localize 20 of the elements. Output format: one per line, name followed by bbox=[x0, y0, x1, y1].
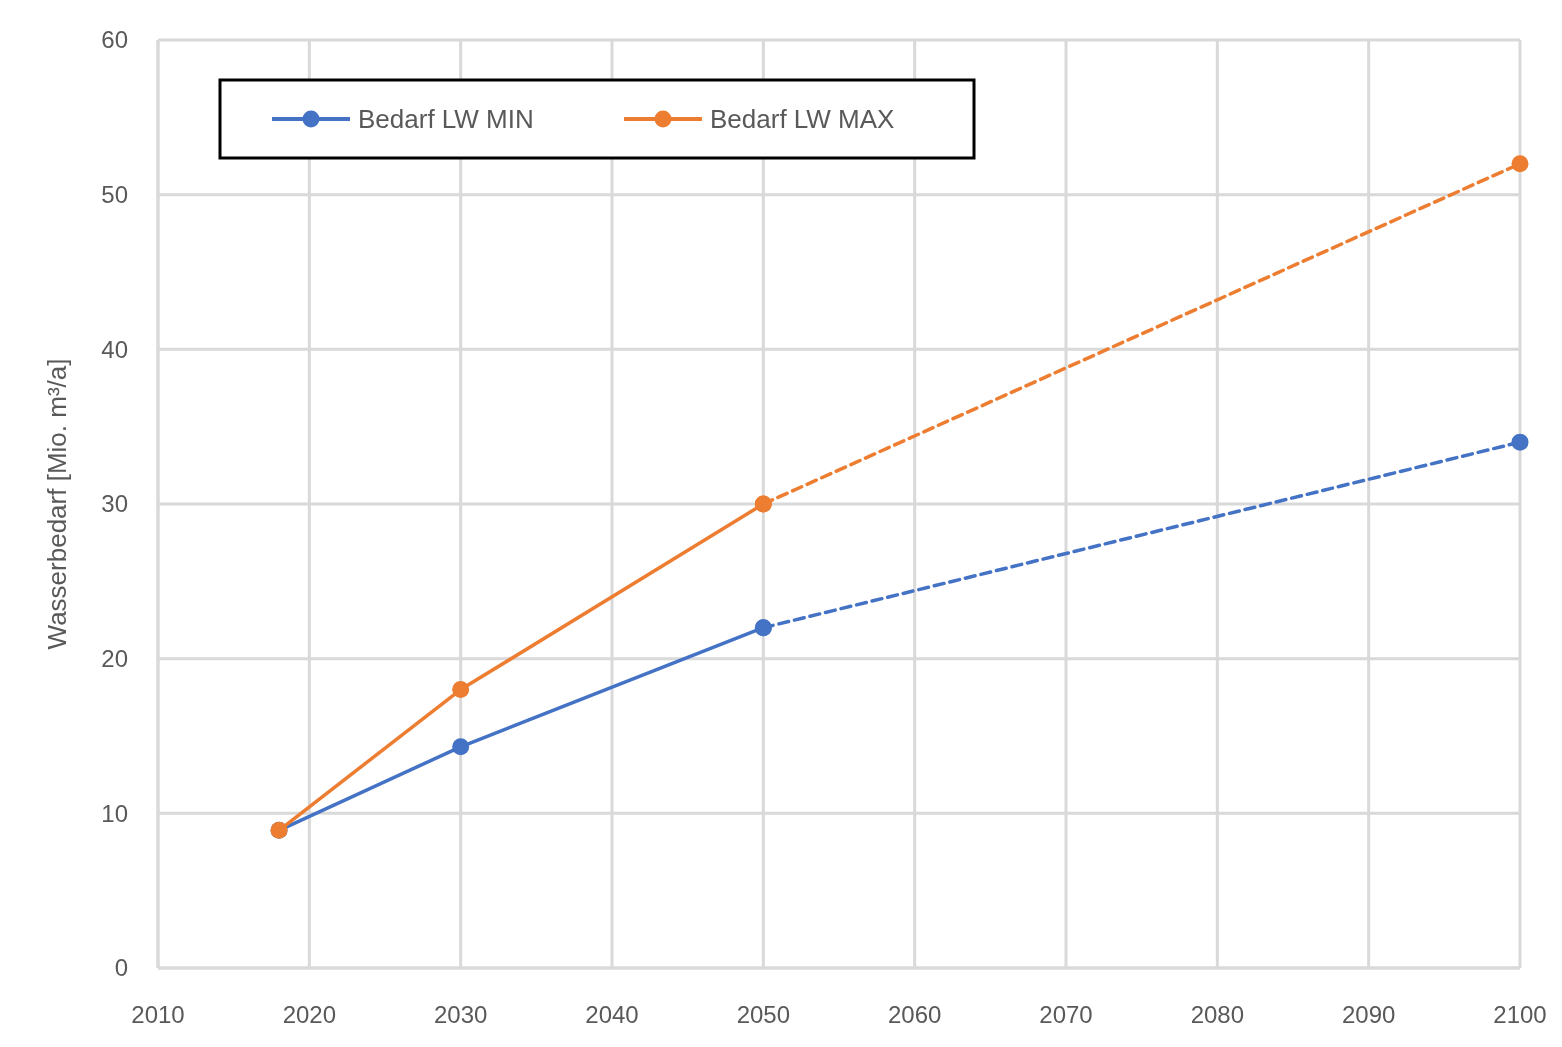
x-tick-label: 2050 bbox=[736, 1001, 791, 1028]
y-tick-label: 20 bbox=[101, 645, 128, 673]
x-tick-label: 2030 bbox=[433, 1001, 488, 1028]
y-tick-label: 40 bbox=[101, 335, 128, 363]
y-tick-label: 30 bbox=[101, 490, 128, 518]
x-tick-label: 2090 bbox=[1341, 1001, 1396, 1028]
y-tick-label: 50 bbox=[101, 181, 128, 209]
y-tick-label: 0 bbox=[114, 954, 128, 982]
legend-label: Bedarf LW MIN bbox=[358, 104, 534, 135]
x-tick-label: 2040 bbox=[585, 1001, 639, 1028]
x-tick-label: 2080 bbox=[1190, 1001, 1245, 1028]
x-tick-label: 2100 bbox=[1493, 1001, 1547, 1028]
y-tick-label: 60 bbox=[101, 26, 128, 54]
x-tick-label: 2070 bbox=[1039, 1001, 1093, 1028]
x-tick-label: 2020 bbox=[282, 1001, 337, 1028]
x-tick-label: 2010 bbox=[131, 1001, 185, 1028]
x-tick-label: 2060 bbox=[887, 1001, 942, 1028]
y-tick-label: 10 bbox=[101, 799, 128, 827]
y-axis-title: Wasserbedarf [Mio. m³/a] bbox=[42, 358, 72, 650]
legend-label: Bedarf LW MAX bbox=[710, 104, 895, 135]
